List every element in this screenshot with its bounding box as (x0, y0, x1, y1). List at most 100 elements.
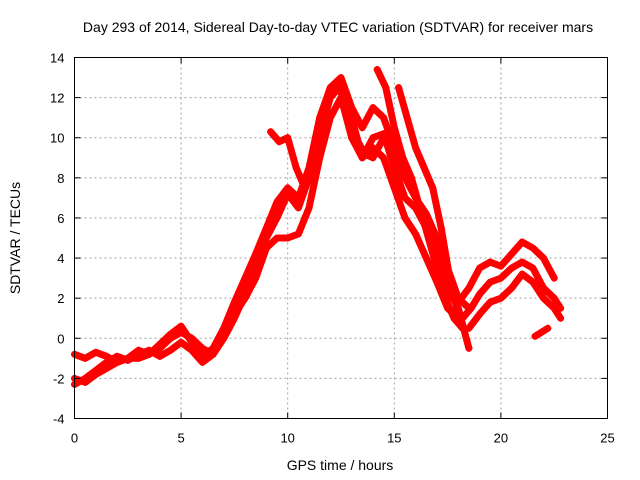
y-axis-label: SDTVAR / TECUs (7, 182, 23, 294)
data-point (275, 138, 283, 146)
data-point (433, 264, 441, 272)
data-point (318, 124, 326, 132)
data-point (544, 324, 552, 332)
data-point (401, 194, 409, 202)
y-tick-label: 4 (57, 251, 64, 266)
data-point (198, 358, 206, 366)
data-point (433, 234, 441, 242)
data-point (273, 234, 281, 242)
x-tick-label: 10 (280, 431, 294, 446)
data-point (294, 230, 302, 238)
data-point (177, 322, 185, 330)
data-point (252, 274, 260, 282)
data-point (407, 174, 415, 182)
data-point (529, 264, 537, 272)
data-point (369, 134, 377, 142)
data-point (550, 304, 558, 312)
x-tick-label: 5 (177, 431, 184, 446)
data-point (540, 294, 548, 302)
series-line (395, 84, 462, 318)
data-point (369, 104, 377, 112)
data-point (395, 84, 403, 92)
x-tick-label: 15 (387, 431, 401, 446)
y-tick-label: 6 (57, 211, 64, 226)
data-point (476, 290, 484, 298)
data-point (102, 358, 110, 366)
data-point (230, 298, 238, 306)
data-point (441, 294, 449, 302)
series-10 (531, 324, 552, 340)
data-point (369, 154, 377, 162)
data-point (497, 274, 505, 282)
data-point (429, 184, 437, 192)
series-line (454, 238, 558, 306)
x-tick-labels: 0 5 10 15 20 25 (71, 431, 615, 446)
data-point (113, 352, 121, 360)
y-tick-label: 0 (57, 331, 64, 346)
x-axis-label: GPS time / hours (287, 457, 394, 473)
series-8 (459, 258, 565, 322)
data-point (550, 294, 558, 302)
data-point (309, 164, 317, 172)
data-point (198, 344, 206, 352)
data-point (343, 104, 351, 112)
data-point (508, 250, 516, 258)
data-point (305, 204, 313, 212)
y-tick-label: 8 (57, 171, 64, 186)
data-point (166, 334, 174, 342)
data-point (230, 310, 238, 318)
series-5 (373, 66, 467, 332)
data-point (465, 284, 473, 292)
data-point (267, 128, 275, 136)
data-point (476, 310, 484, 318)
data-point (529, 278, 537, 286)
data-point (241, 294, 249, 302)
data-point (273, 198, 281, 206)
data-point (188, 346, 196, 354)
y-tick-label: -2 (53, 371, 65, 386)
series-4 (267, 84, 394, 192)
x-tick-label: 25 (600, 431, 614, 446)
data-point (518, 238, 526, 246)
data-point (497, 262, 505, 270)
data-point (446, 274, 454, 282)
data-point (412, 230, 420, 238)
y-tick-labels: -4 -2 0 2 4 6 8 10 12 14 (50, 51, 64, 427)
data-point (403, 114, 411, 122)
data-point (529, 244, 537, 252)
data-point (390, 164, 398, 172)
data-point (465, 344, 473, 352)
data-point (284, 184, 292, 192)
data-point (459, 314, 467, 322)
data-point (416, 204, 424, 212)
data-point (124, 356, 132, 364)
data-point (373, 66, 381, 74)
data-point (292, 164, 300, 172)
axis-ticks (74, 57, 608, 419)
y-tick-label: 14 (50, 51, 64, 66)
data-point (92, 348, 100, 356)
data-point (326, 84, 334, 92)
data-point (352, 134, 360, 142)
data-point (156, 352, 164, 360)
data-point (486, 298, 494, 306)
data-point (399, 154, 407, 162)
data-point (177, 328, 185, 336)
data-point (550, 274, 558, 282)
data-point (284, 190, 292, 198)
data-point (209, 350, 217, 358)
data-point (81, 354, 89, 362)
data-point (358, 124, 366, 132)
data-point (508, 284, 516, 292)
series-9 (465, 270, 565, 332)
data-point (467, 304, 475, 312)
data-point (540, 284, 548, 292)
series-7 (454, 238, 558, 306)
data-point (262, 244, 270, 252)
data-point (335, 84, 343, 92)
data-point (134, 350, 142, 358)
data-point (177, 338, 185, 346)
data-point (156, 344, 164, 352)
